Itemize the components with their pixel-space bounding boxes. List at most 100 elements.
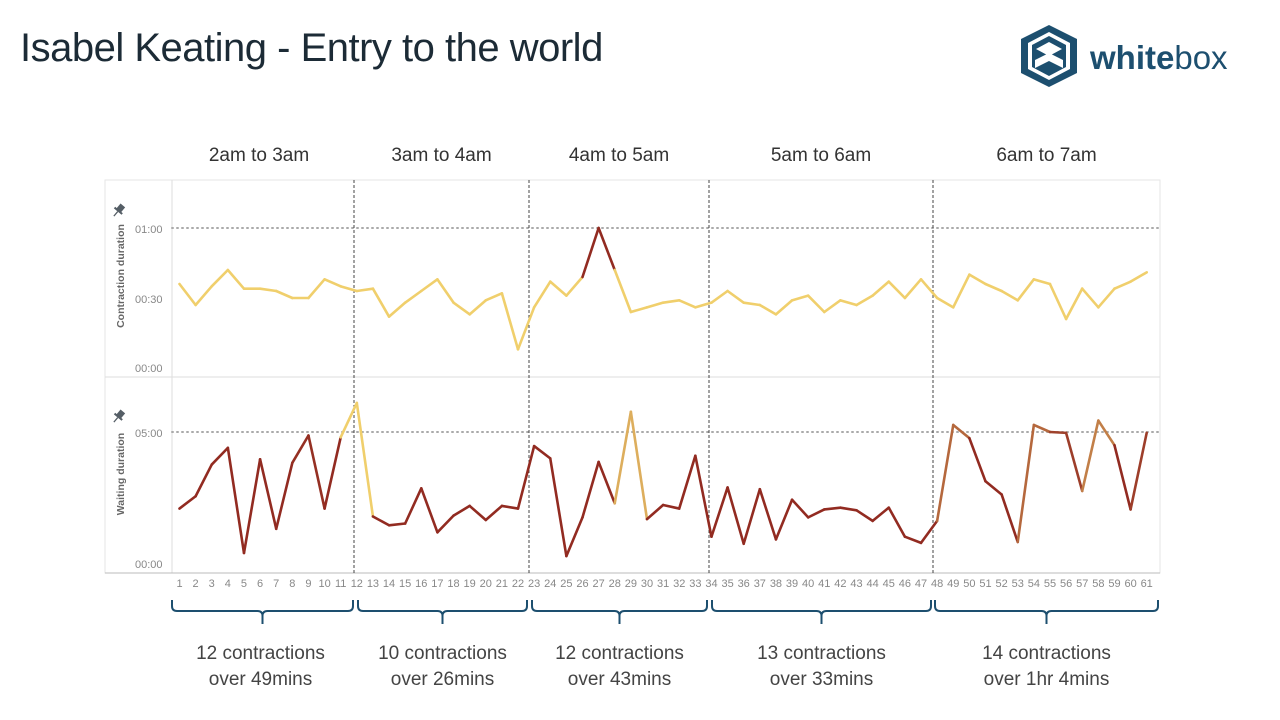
x-tick-label: 41 bbox=[818, 578, 830, 590]
x-tick-label: 30 bbox=[641, 578, 653, 590]
x-tick-label: 57 bbox=[1076, 578, 1088, 590]
waiting-segment bbox=[645, 503, 665, 521]
x-tick-label: 26 bbox=[576, 578, 588, 590]
period-summary-duration: over 33mins bbox=[770, 669, 874, 690]
contraction-segment bbox=[1048, 282, 1068, 321]
waiting-segment bbox=[855, 509, 874, 523]
contraction-segment bbox=[968, 273, 987, 286]
contraction-segment bbox=[613, 268, 633, 314]
contraction-segment bbox=[661, 299, 681, 304]
waiting-segment bbox=[468, 504, 488, 522]
waiting-segment bbox=[984, 479, 1003, 496]
contraction-segment bbox=[1032, 278, 1052, 286]
waiting-segment bbox=[339, 401, 359, 439]
period-brace bbox=[357, 600, 528, 624]
contraction-segment bbox=[226, 268, 246, 290]
waiting-segment bbox=[516, 444, 536, 510]
x-tick-label: 12 bbox=[351, 578, 363, 590]
contraction-segment bbox=[774, 299, 794, 316]
period-brace bbox=[171, 600, 354, 624]
x-tick-label: 47 bbox=[915, 578, 927, 590]
page-title: Isabel Keating - Entry to the world bbox=[20, 26, 603, 70]
x-tick-label: 56 bbox=[1060, 578, 1072, 590]
period-label: 3am to 4am bbox=[391, 145, 491, 166]
x-tick-label: 11 bbox=[335, 578, 346, 590]
contraction-segment bbox=[806, 294, 826, 314]
waiting-segment bbox=[500, 504, 520, 510]
waiting-segment bbox=[742, 487, 762, 546]
x-tick-label: 4 bbox=[225, 578, 231, 590]
x-tick-label: 20 bbox=[480, 578, 492, 590]
contraction-tick-label: 01:00 bbox=[135, 224, 163, 236]
x-tick-label: 42 bbox=[834, 578, 846, 590]
contraction-segment bbox=[935, 296, 955, 309]
contraction-segment bbox=[790, 294, 810, 302]
period-summary-count: 12 contractions bbox=[196, 643, 325, 664]
waiting-segment bbox=[774, 498, 794, 541]
contraction-segment bbox=[694, 301, 713, 309]
period-summary-count: 10 contractions bbox=[378, 643, 507, 664]
waiting-segment bbox=[532, 444, 552, 460]
contraction-segment bbox=[403, 289, 423, 304]
contraction-segment bbox=[677, 299, 697, 309]
x-tick-label: 8 bbox=[289, 578, 295, 590]
period-brace bbox=[711, 600, 932, 624]
x-tick-label: 16 bbox=[415, 578, 427, 590]
x-tick-label: 25 bbox=[560, 578, 572, 590]
x-tick-label: 34 bbox=[705, 578, 717, 590]
x-tick-label: 46 bbox=[899, 578, 911, 590]
waiting-segment bbox=[565, 516, 584, 558]
waiting-segment bbox=[919, 519, 939, 545]
waiting-segment bbox=[1080, 419, 1100, 493]
contraction-segment bbox=[274, 289, 294, 300]
waiting-segment bbox=[274, 461, 294, 531]
x-tick-label: 40 bbox=[802, 578, 814, 590]
x-tick-label: 49 bbox=[947, 578, 959, 590]
contraction-segment bbox=[839, 299, 858, 307]
waiting-segment bbox=[307, 434, 326, 510]
contraction-segment bbox=[484, 292, 504, 302]
whitebox-hexagon-logo-icon bbox=[1021, 25, 1077, 87]
contraction-segment bbox=[758, 303, 778, 316]
x-tick-label: 13 bbox=[367, 578, 379, 590]
contraction-segment bbox=[468, 299, 488, 316]
contraction-segment bbox=[581, 226, 600, 279]
waiting-segment bbox=[548, 457, 568, 558]
waiting-segment bbox=[1129, 431, 1148, 511]
contraction-segment bbox=[1113, 280, 1132, 290]
contraction-segment bbox=[951, 273, 971, 309]
waiting-segment bbox=[871, 506, 891, 523]
contraction-tick-label: 00:00 bbox=[135, 363, 163, 375]
waiting-segment bbox=[226, 446, 246, 555]
waiting-segment bbox=[790, 498, 810, 519]
contraction-segment bbox=[984, 282, 1003, 293]
x-tick-label: 53 bbox=[1012, 578, 1024, 590]
period-label: 4am to 5am bbox=[569, 145, 669, 166]
x-tick-label: 36 bbox=[738, 578, 750, 590]
waiting-segment bbox=[1000, 493, 1020, 544]
x-tick-label: 52 bbox=[995, 578, 1007, 590]
contraction-segment bbox=[887, 280, 907, 300]
period-summary-count: 12 contractions bbox=[555, 643, 684, 664]
x-tick-label: 59 bbox=[1108, 578, 1120, 590]
waiting-segment bbox=[419, 487, 439, 534]
contraction-segment bbox=[855, 294, 874, 307]
waiting-segment bbox=[210, 446, 230, 466]
x-tick-label: 61 bbox=[1141, 578, 1153, 590]
contraction-segment bbox=[565, 275, 584, 297]
x-tick-label: 31 bbox=[657, 578, 669, 590]
contraction-segment bbox=[1129, 271, 1148, 283]
contraction-segment bbox=[307, 278, 326, 300]
period-label: 6am to 7am bbox=[996, 145, 1096, 166]
contraction-segment bbox=[210, 268, 230, 288]
contraction-segment bbox=[822, 299, 842, 314]
pin-icon bbox=[113, 409, 126, 423]
period-summary-duration: over 26mins bbox=[391, 669, 495, 690]
x-tick-label: 35 bbox=[721, 578, 733, 590]
waiting-tick-label: 05:00 bbox=[135, 428, 163, 440]
contraction-tick-label: 00:30 bbox=[135, 294, 163, 306]
x-tick-label: 17 bbox=[431, 578, 443, 590]
x-tick-label: 7 bbox=[273, 578, 279, 590]
x-tick-label: 3 bbox=[209, 578, 215, 590]
waiting-segment bbox=[581, 460, 600, 519]
